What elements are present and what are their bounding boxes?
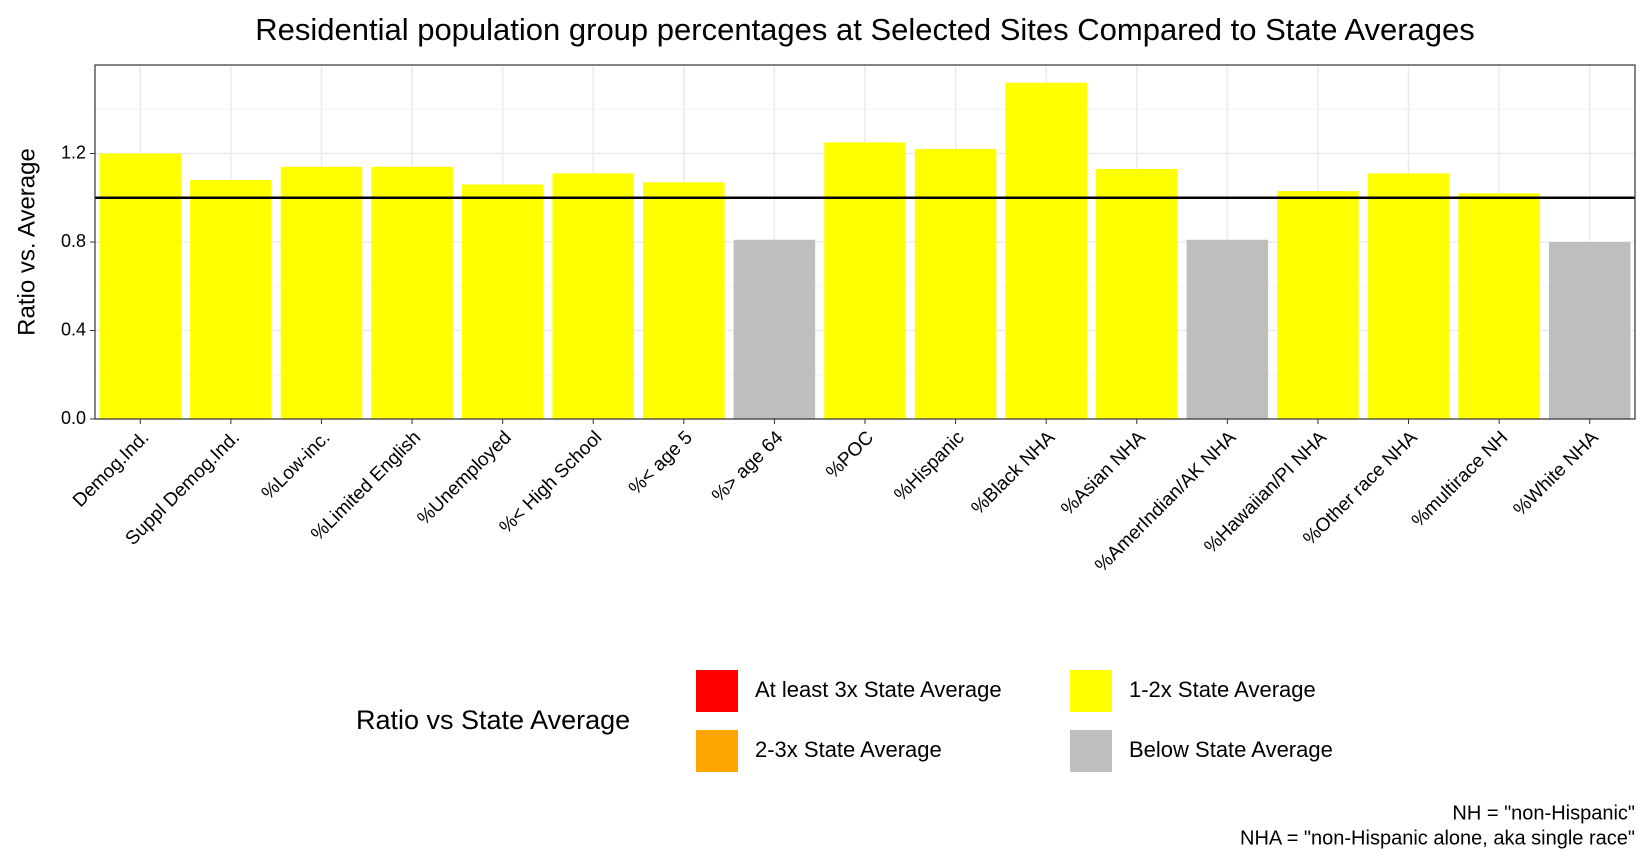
bar — [1096, 168, 1178, 419]
bar — [190, 180, 272, 419]
legend-label: 1-2x State Average — [1129, 677, 1316, 702]
y-tick-label: 1.2 — [61, 142, 86, 162]
chart-title: Residential population group percentages… — [255, 12, 1475, 47]
bar — [461, 184, 544, 419]
bar — [371, 166, 453, 419]
legend-label: Below State Average — [1129, 737, 1333, 762]
x-tick-label: %POC — [822, 427, 878, 483]
y-tick-label: 0.4 — [61, 319, 86, 339]
bar — [733, 239, 816, 419]
caption: NH = "non-Hispanic" — [1452, 802, 1635, 824]
x-tick-label: %Hispanic — [890, 427, 968, 505]
legend-label: At least 3x State Average — [755, 677, 1002, 702]
y-axis-label: Ratio vs. Average — [13, 148, 40, 336]
bar — [1277, 191, 1359, 419]
bar — [1186, 239, 1269, 419]
x-tick-label: %Unemployed — [413, 427, 515, 529]
x-tick-label: %Black NHA — [968, 427, 1060, 519]
bar — [643, 182, 725, 419]
bar — [914, 149, 997, 419]
x-tick-label: Demog.Ind. — [69, 427, 153, 511]
legend-key — [696, 670, 738, 712]
bar — [1005, 82, 1087, 419]
legend-key — [696, 730, 738, 772]
bar — [824, 142, 906, 419]
caption: NHA = "non-Hispanic alone, aka single ra… — [1240, 827, 1635, 849]
legend-key — [1070, 670, 1112, 712]
legend-title: Ratio vs State Average — [356, 705, 630, 735]
x-tick-label: %multirace NH — [1408, 427, 1512, 531]
x-tick-label: %> age 64 — [708, 427, 788, 507]
legend-label: 2-3x State Average — [755, 737, 942, 762]
bar — [99, 153, 182, 419]
plot-border — [94, 64, 1636, 420]
x-tick-label: %Low-inc. — [258, 427, 335, 504]
bar — [280, 166, 363, 419]
legend-key — [1070, 730, 1112, 772]
x-tick-label: %White NHA — [1510, 427, 1603, 520]
x-tick-label: %Asian NHA — [1057, 427, 1150, 520]
bar — [552, 173, 634, 419]
bar — [1548, 242, 1631, 419]
bar — [1367, 173, 1450, 419]
y-tick-label: 0.0 — [61, 408, 86, 428]
y-tick-label: 0.8 — [61, 231, 86, 251]
x-tick-label: %< age 5 — [625, 427, 697, 499]
bar — [1458, 193, 1540, 419]
